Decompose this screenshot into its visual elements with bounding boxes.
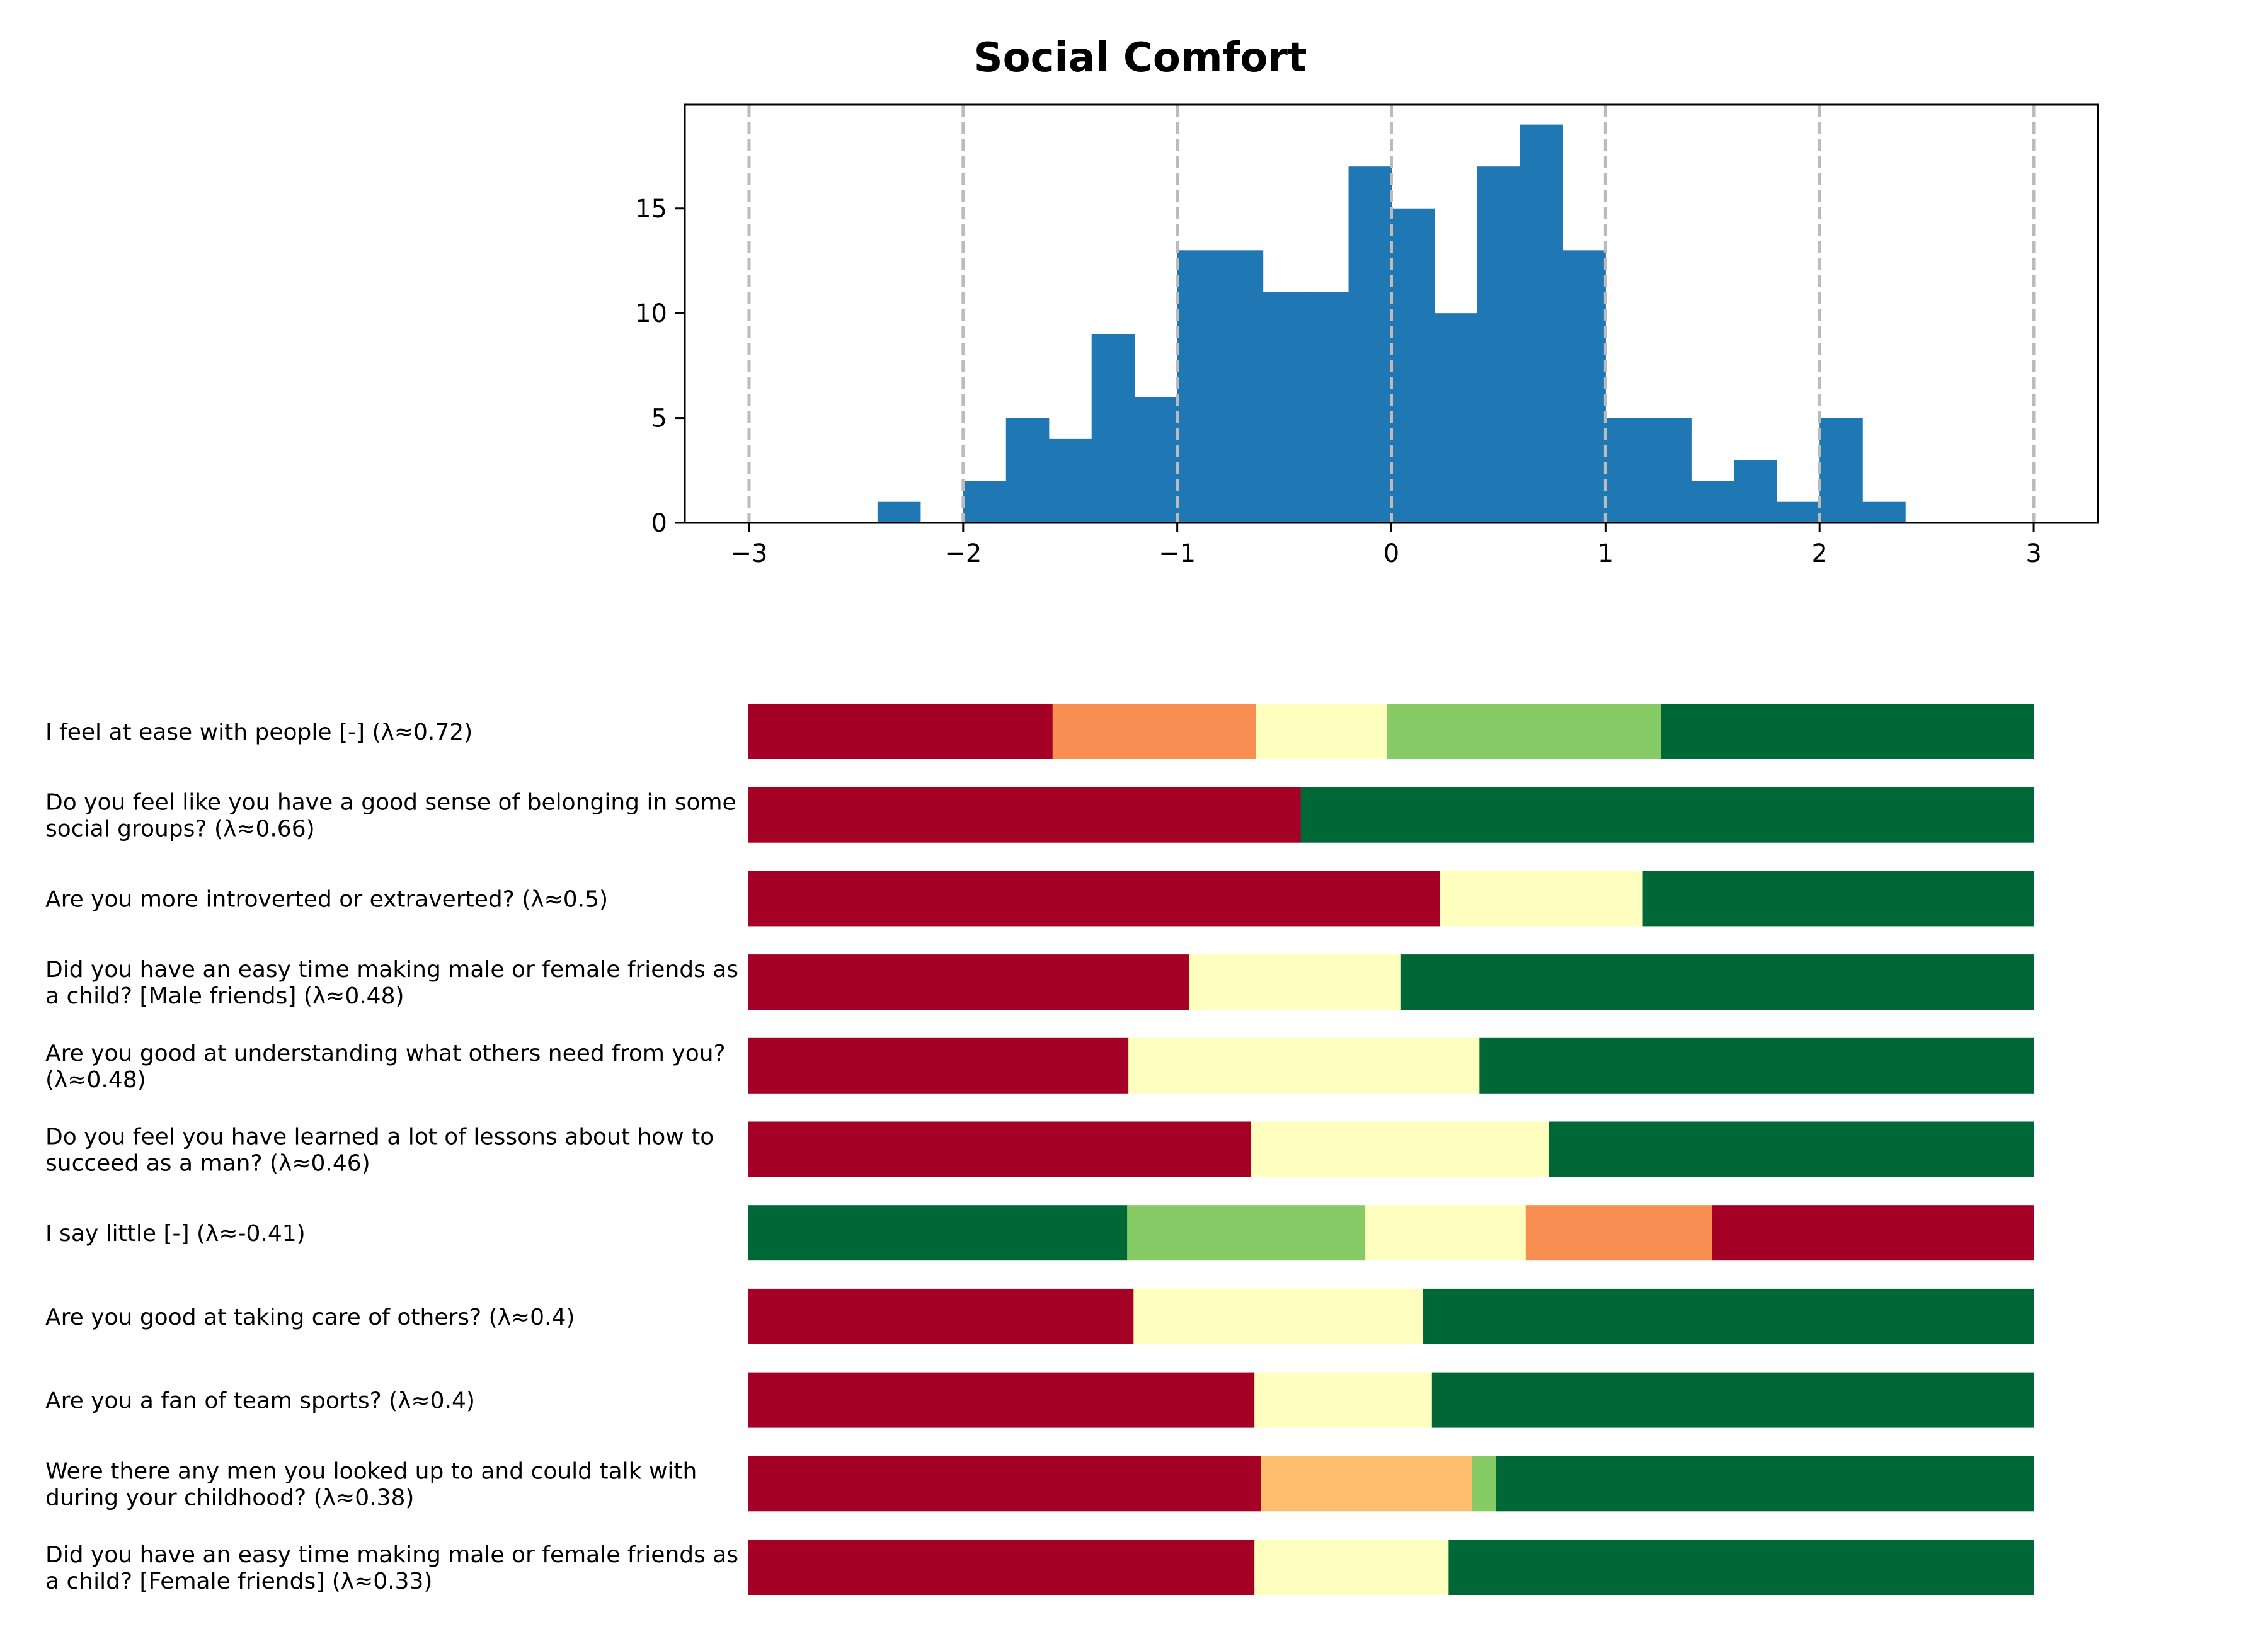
proportion-segment bbox=[1133, 1288, 1424, 1344]
histogram-bar bbox=[1777, 501, 1820, 523]
histogram-bar bbox=[963, 481, 1007, 523]
x-tick-label: 3 bbox=[2025, 539, 2041, 568]
histogram-bar bbox=[1434, 313, 1478, 523]
item-label: I say little [-] (λ≈-0.41) bbox=[45, 1221, 306, 1247]
proportion-segment bbox=[1525, 1205, 1713, 1261]
proportion-segment bbox=[1661, 704, 2034, 759]
proportion-segment bbox=[1479, 1037, 2034, 1094]
histogram-bar bbox=[877, 501, 921, 523]
item-label: Are you good at understanding what other… bbox=[45, 1041, 726, 1093]
proportion-segment bbox=[1549, 1121, 2034, 1177]
proportion-segment bbox=[1423, 1288, 2034, 1344]
proportion-segment bbox=[1431, 1372, 2034, 1428]
histogram-bar bbox=[1048, 438, 1092, 523]
histogram-bar bbox=[1005, 418, 1050, 523]
proportion-segment bbox=[1300, 787, 2034, 843]
proportion-segment bbox=[1440, 871, 1644, 927]
proportion-segment bbox=[748, 1037, 1129, 1094]
histogram-bar bbox=[1819, 418, 1863, 523]
histogram-bar bbox=[1691, 481, 1734, 523]
item-label: Were there any men you looked up to and … bbox=[45, 1458, 697, 1511]
histogram-bar bbox=[1134, 397, 1178, 523]
proportion-segment bbox=[1448, 1540, 2034, 1595]
proportion-segment bbox=[748, 1205, 1128, 1261]
proportion-segment bbox=[1496, 1456, 2034, 1512]
proportion-segment bbox=[748, 1288, 1134, 1344]
histogram-bar bbox=[1177, 250, 1221, 523]
proportion-segment bbox=[1251, 1121, 1550, 1177]
histogram-bar bbox=[1391, 208, 1435, 523]
proportion-segment bbox=[748, 871, 1440, 927]
proportion-segment bbox=[748, 1121, 1251, 1177]
proportion-segment bbox=[748, 1372, 1255, 1428]
item-label: Did you have an easy time making male or… bbox=[45, 1542, 738, 1594]
histogram: −3 −2 −1 0 1 2 3 0 5 10 15 bbox=[635, 103, 2099, 568]
proportion-segment bbox=[748, 1456, 1261, 1512]
proportion-segment bbox=[1387, 704, 1661, 759]
item-label: I feel at ease with people [-] (λ≈0.72) bbox=[45, 719, 472, 745]
chart-title: Social Comfort bbox=[974, 35, 1307, 81]
histogram-bar bbox=[1091, 334, 1135, 523]
item-label: Are you good at taking care of others? (… bbox=[45, 1305, 575, 1330]
y-tick-label: 5 bbox=[651, 404, 667, 433]
y-tick-label: 15 bbox=[635, 195, 667, 224]
proportion-segment bbox=[1472, 1456, 1497, 1512]
histogram-bar bbox=[1734, 460, 1777, 523]
histogram-bar bbox=[1305, 292, 1349, 523]
item-label: Are you more introverted or extraverted?… bbox=[45, 886, 608, 912]
histogram-bar bbox=[1520, 124, 1563, 523]
proportion-segment bbox=[1256, 704, 1387, 759]
proportion-segment bbox=[1128, 1037, 1480, 1094]
item-proportion-bars: I feel at ease with people [-] (λ≈0.72) D… bbox=[45, 704, 2034, 1595]
proportion-segment bbox=[1127, 1205, 1366, 1261]
proportion-segment bbox=[1712, 1205, 2034, 1261]
proportion-segment bbox=[1642, 871, 2034, 927]
histogram-bar bbox=[1562, 250, 1606, 523]
x-tick-label: −2 bbox=[944, 539, 982, 568]
histogram-bar bbox=[1348, 166, 1392, 523]
proportion-segment bbox=[1254, 1540, 1449, 1595]
x-tick-label: 1 bbox=[1598, 539, 1613, 568]
item-label: Did you have an easy time making male or… bbox=[45, 957, 738, 1009]
proportion-segment bbox=[1400, 954, 2034, 1010]
histogram-bar bbox=[1220, 250, 1264, 523]
y-tick-label: 0 bbox=[651, 509, 667, 538]
proportion-segment bbox=[748, 787, 1302, 843]
proportion-segment bbox=[1189, 954, 1402, 1010]
x-tick-label: 2 bbox=[1811, 539, 1827, 568]
proportion-segment bbox=[748, 704, 1053, 759]
proportion-segment bbox=[1365, 1205, 1526, 1261]
histogram-bar bbox=[1477, 166, 1521, 523]
item-label: Do you feel like you have a good sense o… bbox=[45, 790, 736, 842]
x-tick-label: −3 bbox=[730, 539, 767, 568]
y-tick-label: 10 bbox=[635, 299, 667, 328]
item-label: Do you feel you have learned a lot of le… bbox=[45, 1124, 714, 1177]
item-label: Are you a fan of team sports? (λ≈0.4) bbox=[45, 1388, 475, 1414]
proportion-segment bbox=[1261, 1456, 1472, 1512]
histogram-bar bbox=[1648, 418, 1692, 523]
histogram-bar bbox=[1862, 501, 1906, 523]
x-tick-label: 0 bbox=[1383, 539, 1399, 568]
proportion-segment bbox=[1254, 1372, 1433, 1428]
histogram-bar bbox=[1605, 418, 1649, 523]
proportion-segment bbox=[1052, 704, 1256, 759]
histogram-bar bbox=[1263, 292, 1307, 523]
x-tick-label: −1 bbox=[1159, 539, 1196, 568]
proportion-segment bbox=[748, 954, 1189, 1010]
proportion-segment bbox=[748, 1540, 1255, 1595]
